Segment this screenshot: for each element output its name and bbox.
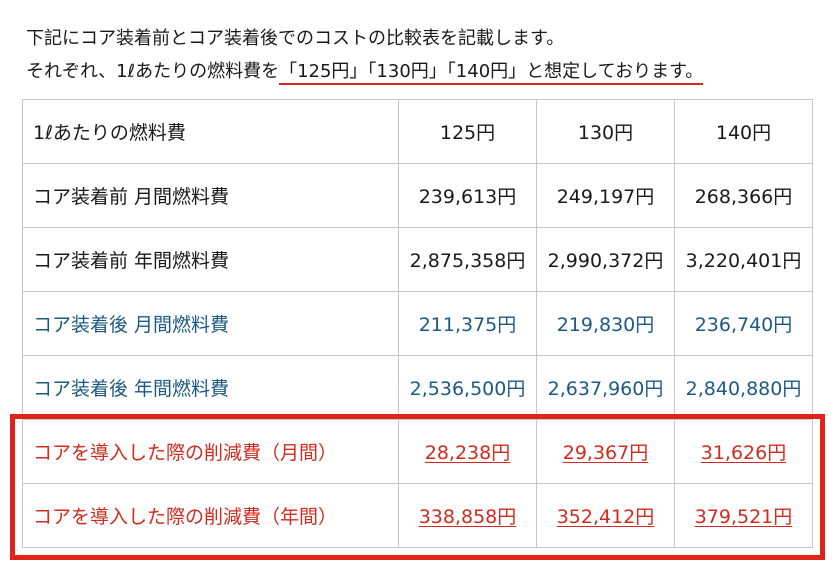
header-col-125: 125円 bbox=[398, 99, 537, 164]
savings-value: 28,238円 bbox=[424, 442, 511, 464]
intro-price-highlight: 「125円」「130円」「140円」と想定しております。 bbox=[279, 61, 704, 85]
row-after-monthly: コア装着後 月間燃料費 211,375円 219,830円 236,740円 bbox=[22, 291, 813, 356]
row-label: コア装着後 年間燃料費 bbox=[22, 355, 399, 420]
row-after-yearly: コア装着後 年間燃料費 2,536,500円 2,637,960円 2,840,… bbox=[22, 355, 813, 420]
savings-value: 31,626円 bbox=[700, 442, 787, 464]
cell-value: 2,840,880円 bbox=[674, 355, 813, 420]
intro-line-2: それぞれ、1ℓあたりの燃料費を「125円」「130円」「140円」と想定しており… bbox=[26, 55, 704, 88]
cell-value: 211,375円 bbox=[398, 291, 537, 356]
row-savings-monthly: コアを導入した際の削減費（月間） 28,238円 29,367円 31,626円 bbox=[22, 419, 813, 484]
cell-value: 2,536,500円 bbox=[398, 355, 537, 420]
row-label: コア装着前 月間燃料費 bbox=[22, 163, 399, 228]
row-before-yearly: コア装着前 年間燃料費 2,875,358円 2,990,372円 3,220,… bbox=[22, 227, 813, 292]
row-label: コアを導入した際の削減費（年間） bbox=[22, 483, 399, 548]
savings-value: 338,858円 bbox=[418, 506, 517, 528]
cell-value: 236,740円 bbox=[674, 291, 813, 356]
row-before-monthly: コア装着前 月間燃料費 239,613円 249,197円 268,366円 bbox=[22, 163, 813, 228]
intro-text: 下記にコア装着前とコア装着後でのコストの比較表を記載します。 それぞれ、1ℓあた… bbox=[26, 22, 704, 88]
savings-value: 29,367円 bbox=[562, 442, 649, 464]
savings-value: 352,412円 bbox=[556, 506, 655, 528]
header-label: 1ℓあたりの燃料費 bbox=[22, 99, 399, 164]
cost-comparison-table: 1ℓあたりの燃料費 125円 130円 140円 コア装着前 月間燃料費 239… bbox=[22, 99, 813, 548]
intro-line-2-prefix: それぞれ、1ℓあたりの燃料費を bbox=[26, 61, 280, 82]
row-label: コア装着前 年間燃料費 bbox=[22, 227, 399, 292]
cell-value: 249,197円 bbox=[536, 163, 675, 228]
cell-value: 2,637,960円 bbox=[536, 355, 675, 420]
table-header-row: 1ℓあたりの燃料費 125円 130円 140円 bbox=[22, 99, 813, 164]
cell-value: 219,830円 bbox=[536, 291, 675, 356]
row-label: コア装着後 月間燃料費 bbox=[22, 291, 399, 356]
header-col-140: 140円 bbox=[674, 99, 813, 164]
intro-line-1: 下記にコア装着前とコア装着後でのコストの比較表を記載します。 bbox=[26, 28, 565, 49]
header-col-130: 130円 bbox=[536, 99, 675, 164]
cell-value: 239,613円 bbox=[398, 163, 537, 228]
row-label: コアを導入した際の削減費（月間） bbox=[22, 419, 399, 484]
savings-value: 379,521円 bbox=[694, 506, 793, 528]
cell-value: 3,220,401円 bbox=[674, 227, 813, 292]
row-savings-yearly: コアを導入した際の削減費（年間） 338,858円 352,412円 379,5… bbox=[22, 483, 813, 548]
cell-value: 2,875,358円 bbox=[398, 227, 537, 292]
cell-value: 2,990,372円 bbox=[536, 227, 675, 292]
cell-value: 268,366円 bbox=[674, 163, 813, 228]
